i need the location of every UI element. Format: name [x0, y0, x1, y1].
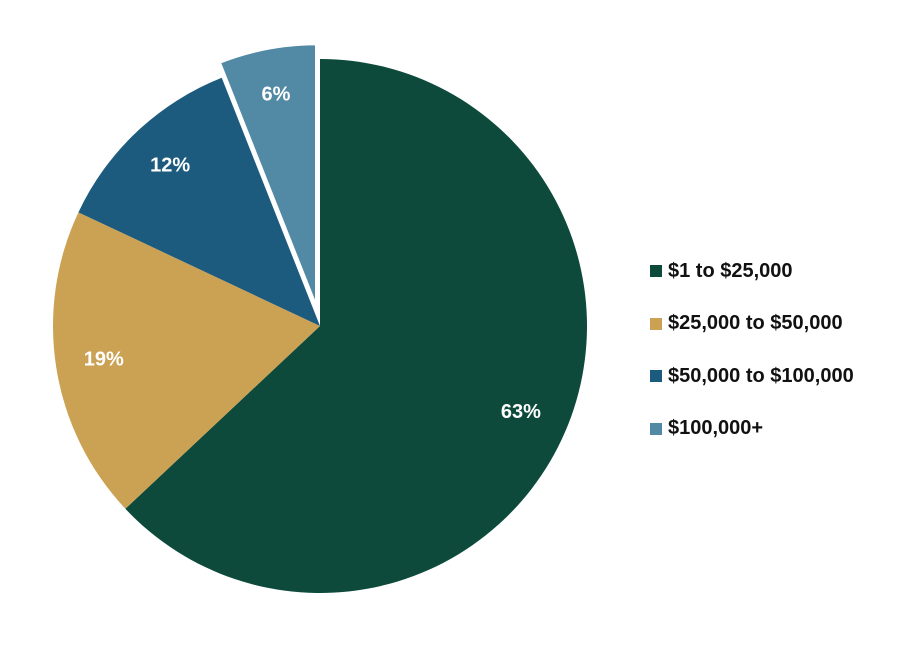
- legend-swatch: [650, 370, 662, 382]
- legend-swatch: [650, 422, 662, 435]
- data-label: 12%: [150, 155, 190, 177]
- slice-25000-to-50000: [53, 212, 321, 509]
- slice-100000-plus: [216, 41, 320, 312]
- data-label: 63%: [501, 401, 541, 423]
- slice-50000-to-100000: [78, 77, 320, 326]
- legend-item-50000-to-100000: $50,000 to $100,000: [650, 361, 854, 391]
- legend-item-25000-to-50000: $25,000 to $50,000: [650, 309, 854, 339]
- legend-swatch: [650, 265, 662, 277]
- data-label: 6%: [262, 84, 291, 106]
- legend-label: $100,000+: [668, 417, 764, 439]
- legend-swatch: [650, 317, 662, 330]
- legend: $1 to $25,000 $25,000 to $50,000 $50,000…: [650, 256, 854, 466]
- legend-label: $1 to $25,000: [668, 259, 793, 282]
- data-label: 19%: [84, 349, 124, 371]
- legend-label: $50,000 to $100,000: [668, 364, 854, 387]
- legend-label: $25,000 to $50,000: [668, 312, 843, 334]
- legend-item-100000-plus: $100,000+: [650, 414, 854, 444]
- legend-item-1-to-25000: $1 to $25,000: [650, 256, 854, 286]
- slice-1-to-25000: [125, 59, 587, 593]
